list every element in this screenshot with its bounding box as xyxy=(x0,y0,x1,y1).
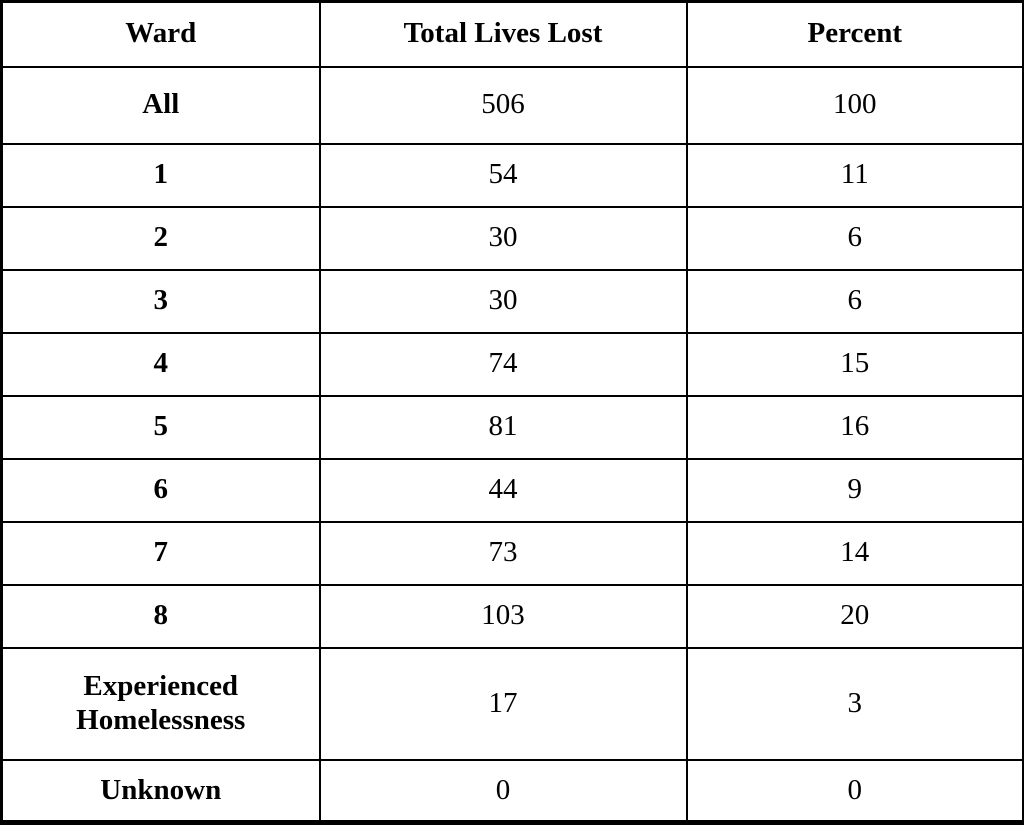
table-row: 8 103 20 xyxy=(0,583,1024,649)
total-lives-lost-cell: 103 xyxy=(318,583,688,649)
percent-column-header: Percent xyxy=(685,0,1024,68)
ward-cell: Unknown xyxy=(0,758,321,824)
total-lives-lost-cell: 73 xyxy=(318,520,688,586)
ward-cell: 8 xyxy=(0,583,321,649)
ward-cell: 4 xyxy=(0,331,321,397)
ward-cell: 5 xyxy=(0,394,321,460)
ward-cell: 1 xyxy=(0,142,321,208)
table-body: All 506 100 1 54 11 2 30 6 3 30 6 4 74 15 5 81 16 6 44 9 7 73 1… xyxy=(0,65,1024,824)
table-row: 7 73 14 xyxy=(0,520,1024,586)
total-lives-lost-column-header: Total Lives Lost xyxy=(318,0,688,68)
table-row: 3 30 6 xyxy=(0,268,1024,334)
total-lives-lost-cell: 30 xyxy=(318,268,688,334)
ward-cell: 3 xyxy=(0,268,321,334)
total-lives-lost-cell: 81 xyxy=(318,394,688,460)
total-lives-lost-cell: 506 xyxy=(318,65,688,145)
ward-column-header: Ward xyxy=(0,0,321,68)
percent-cell: 3 xyxy=(685,646,1024,761)
table-row: Experienced Homelessness 17 3 xyxy=(0,646,1024,761)
table-header-row: Ward Total Lives Lost Percent xyxy=(0,0,1024,68)
table-row: 4 74 15 xyxy=(0,331,1024,397)
percent-cell: 0 xyxy=(685,758,1024,824)
percent-cell: 16 xyxy=(685,394,1024,460)
table-row: 2 30 6 xyxy=(0,205,1024,271)
table-row: 6 44 9 xyxy=(0,457,1024,523)
percent-cell: 20 xyxy=(685,583,1024,649)
percent-cell: 6 xyxy=(685,205,1024,271)
total-lives-lost-cell: 44 xyxy=(318,457,688,523)
percent-cell: 11 xyxy=(685,142,1024,208)
ward-cell: Experienced Homelessness xyxy=(0,646,321,761)
ward-cell: All xyxy=(0,65,321,145)
percent-cell: 9 xyxy=(685,457,1024,523)
ward-cell: 6 xyxy=(0,457,321,523)
table-row: 5 81 16 xyxy=(0,394,1024,460)
table-row: 1 54 11 xyxy=(0,142,1024,208)
table-row: All 506 100 xyxy=(0,65,1024,145)
total-lives-lost-cell: 17 xyxy=(318,646,688,761)
percent-cell: 6 xyxy=(685,268,1024,334)
table-header: Ward Total Lives Lost Percent xyxy=(0,0,1024,68)
percent-cell: 15 xyxy=(685,331,1024,397)
ward-cell: 7 xyxy=(0,520,321,586)
total-lives-lost-cell: 0 xyxy=(318,758,688,824)
percent-cell: 100 xyxy=(685,65,1024,145)
table-row: Unknown 0 0 xyxy=(0,758,1024,824)
percent-cell: 14 xyxy=(685,520,1024,586)
total-lives-lost-cell: 30 xyxy=(318,205,688,271)
ward-cell: 2 xyxy=(0,205,321,271)
total-lives-lost-cell: 74 xyxy=(318,331,688,397)
total-lives-lost-cell: 54 xyxy=(318,142,688,208)
